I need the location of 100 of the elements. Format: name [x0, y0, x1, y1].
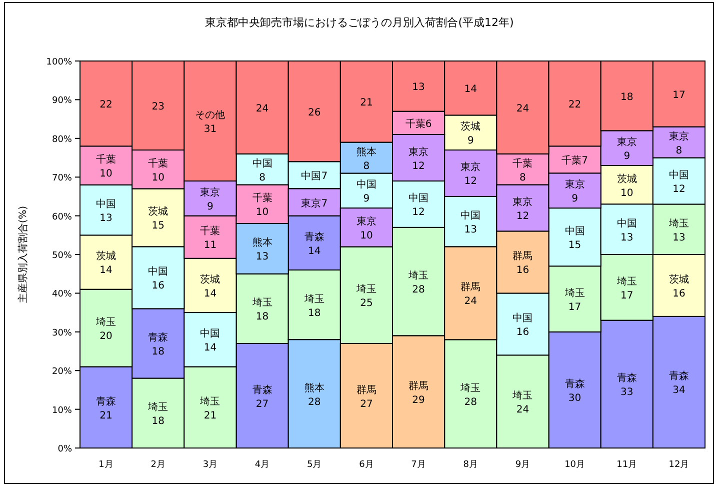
- y-tick-label: 90%: [52, 96, 72, 106]
- data-label: 18: [308, 308, 321, 319]
- text: 千葉: [405, 118, 426, 130]
- data-label: 11: [204, 240, 217, 252]
- text: 青森: [304, 232, 324, 243]
- text: 東京: [200, 187, 220, 198]
- y-tick-label: 20%: [52, 367, 72, 378]
- series-label: 千葉: [512, 157, 533, 170]
- y-tick-label: 60%: [52, 212, 72, 222]
- data-label: 8: [363, 160, 370, 172]
- text: 茨城: [668, 274, 689, 286]
- data-label: 18: [152, 346, 164, 358]
- y-tick-label: 50%: [52, 251, 72, 261]
- data-label: 17: [620, 290, 634, 302]
- text: 千葉: [96, 154, 116, 166]
- text: 埼玉: [356, 284, 376, 296]
- y-tick-label: 10%: [52, 406, 72, 416]
- data-label: 9: [467, 136, 474, 147]
- data-label: 25: [360, 298, 373, 310]
- data-label: 17: [672, 90, 686, 101]
- data-label: 13: [672, 232, 686, 244]
- data-label: 14: [100, 265, 112, 276]
- text: 埼玉: [408, 270, 429, 282]
- data-label: 9: [207, 201, 214, 212]
- text: 茨城: [460, 122, 481, 133]
- data-label: 13: [256, 252, 269, 263]
- data-label: 27: [256, 398, 269, 410]
- text: 熊本: [304, 382, 324, 394]
- data-label: 10: [620, 188, 634, 199]
- data-label: 10: [360, 230, 373, 242]
- text: 中国: [356, 180, 376, 191]
- data-label: 27: [360, 398, 373, 410]
- data-label: 20: [100, 331, 112, 342]
- text: 中国: [408, 193, 429, 204]
- series-label: 青森: [564, 378, 585, 390]
- data-label: 14: [204, 342, 217, 354]
- x-tick-label: 9月: [515, 460, 530, 470]
- data-label: 10: [152, 172, 164, 184]
- text: 東京: [512, 197, 533, 208]
- data-label: 7: [321, 171, 328, 182]
- y-tick-label: 0%: [58, 444, 72, 454]
- x-tick-label: 6月: [359, 460, 374, 470]
- data-label: その他 31: [195, 108, 226, 135]
- data-label: 33: [620, 387, 634, 398]
- data-label: 26: [308, 107, 321, 118]
- text: 中国: [301, 171, 322, 182]
- data-label: 29: [412, 394, 425, 406]
- data-label: 12: [672, 184, 686, 195]
- data-label: 9: [624, 151, 630, 162]
- series-label: 群馬: [512, 250, 533, 262]
- text: 中国: [616, 218, 637, 230]
- x-tick-label: 4月: [254, 460, 270, 470]
- series-label: 埼玉: [668, 217, 689, 230]
- data-label: 28: [464, 396, 477, 408]
- data-label: 12: [464, 176, 477, 188]
- text: 埼玉: [148, 402, 168, 414]
- data-label: 8: [259, 172, 266, 184]
- y-tick-label: 70%: [52, 174, 72, 184]
- data-label: 34: [672, 385, 686, 396]
- text: 茨城: [616, 174, 637, 185]
- text: 千葉: [200, 226, 220, 238]
- x-tick-label: 5月: [307, 460, 322, 470]
- data-label: 10: [100, 168, 112, 180]
- text: 埼玉: [564, 288, 585, 300]
- text: 青森: [148, 332, 168, 344]
- data-label: 21: [204, 410, 217, 422]
- text: 茨城: [200, 274, 220, 286]
- data-label: 8: [676, 145, 682, 156]
- data-label: 8: [520, 172, 526, 184]
- text: 青森: [668, 371, 689, 382]
- text: 埼玉: [512, 390, 533, 402]
- text: 中国: [148, 266, 168, 278]
- data-label: 28: [412, 284, 425, 296]
- x-tick-label: 11月: [616, 460, 638, 470]
- text: 千葉: [252, 193, 272, 204]
- series-label: 東京: [668, 130, 689, 142]
- data-label: 14: [308, 246, 321, 257]
- data-label: 28: [308, 396, 321, 408]
- text: 中国: [96, 198, 116, 210]
- data-label: 13: [464, 224, 477, 236]
- data-label: 21: [100, 410, 112, 422]
- y-axis-title: 主産県別入荷割合(%): [17, 206, 29, 304]
- chart-title: 東京都中央卸売市場におけるごぼうの月別入荷割合(平成12年): [205, 16, 514, 29]
- text: 中国: [512, 313, 533, 324]
- x-tick-label: 1月: [98, 460, 114, 470]
- legend-label: 茨城: [96, 250, 116, 262]
- data-label: 22: [568, 100, 582, 111]
- data-label: 15: [568, 240, 582, 252]
- data-label: 16: [152, 280, 164, 292]
- data-label: 21: [360, 98, 373, 109]
- data-label: 13: [100, 212, 112, 224]
- x-tick-label: 10月: [564, 460, 586, 470]
- text: 群馬: [356, 384, 376, 396]
- series-label: 中国: [252, 157, 272, 170]
- data-label: 12: [516, 211, 530, 222]
- text: 東京: [460, 162, 481, 174]
- text: 中国: [460, 210, 481, 222]
- data-label: 14: [464, 84, 477, 96]
- text: 埼玉: [252, 298, 272, 309]
- data-label: 9: [572, 194, 578, 205]
